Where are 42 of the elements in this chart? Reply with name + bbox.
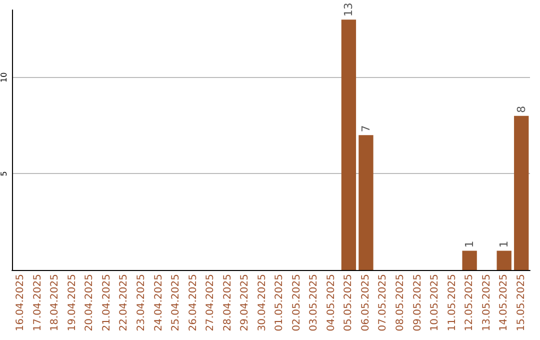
x-tick-label: 10.05.2025 [430, 274, 441, 332]
bar [514, 116, 529, 270]
data-label: 1 [463, 240, 476, 248]
x-tick-label: 26.04.2025 [188, 274, 199, 332]
x-tick-label: 23.04.2025 [136, 274, 147, 332]
x-tick-label: 04.05.2025 [326, 274, 337, 332]
x-tick-label: 12.05.2025 [464, 274, 476, 332]
x-tick-label: 13.05.2025 [481, 274, 492, 332]
x-tick-label: 19.04.2025 [66, 274, 78, 332]
x-tick-label: 25.04.2025 [170, 274, 182, 332]
x-tick-label: 11.05.2025 [446, 274, 458, 332]
data-label: 7 [359, 125, 372, 132]
data-label: 8 [514, 106, 528, 113]
x-tick-label: 07.05.2025 [378, 274, 389, 332]
x-tick-label: 15.05.2025 [516, 274, 527, 332]
y-tick-label: 10 [0, 72, 8, 82]
x-tick-label: 30.04.2025 [256, 274, 268, 332]
bar [341, 20, 356, 270]
bar [462, 250, 477, 270]
x-tick-label: 09.05.2025 [412, 274, 424, 332]
x-tick-label: 03.05.2025 [308, 274, 320, 332]
x-tick-label: 29.04.2025 [240, 274, 251, 332]
x-tick-label: 16.04.2025 [15, 274, 26, 332]
x-tick-label: 02.05.2025 [291, 274, 302, 332]
y-tick-label: 5 [0, 171, 8, 176]
x-tick-label: 05.05.2025 [343, 274, 354, 332]
x-tick-label: 27.04.2025 [205, 274, 216, 332]
x-tick-label: 14.05.2025 [498, 274, 510, 332]
data-label: 13 [342, 2, 356, 17]
x-tick-label: 28.04.2025 [222, 274, 234, 332]
bar [496, 250, 512, 270]
x-tick-label: 17.04.2025 [32, 274, 44, 332]
x-tick-label: 06.05.2025 [360, 274, 372, 332]
bar [358, 135, 374, 270]
x-tick-label: 24.04.2025 [153, 274, 164, 332]
data-label: 1 [498, 240, 511, 248]
x-tick-label: 01.05.2025 [274, 274, 286, 332]
x-tick-label: 20.04.2025 [84, 274, 96, 332]
x-tick-label: 08.05.2025 [395, 274, 406, 332]
x-tick-label: 22.04.2025 [118, 274, 130, 332]
x-tick-label: 21.04.2025 [101, 274, 112, 332]
x-tick-label: 18.04.2025 [50, 274, 61, 332]
